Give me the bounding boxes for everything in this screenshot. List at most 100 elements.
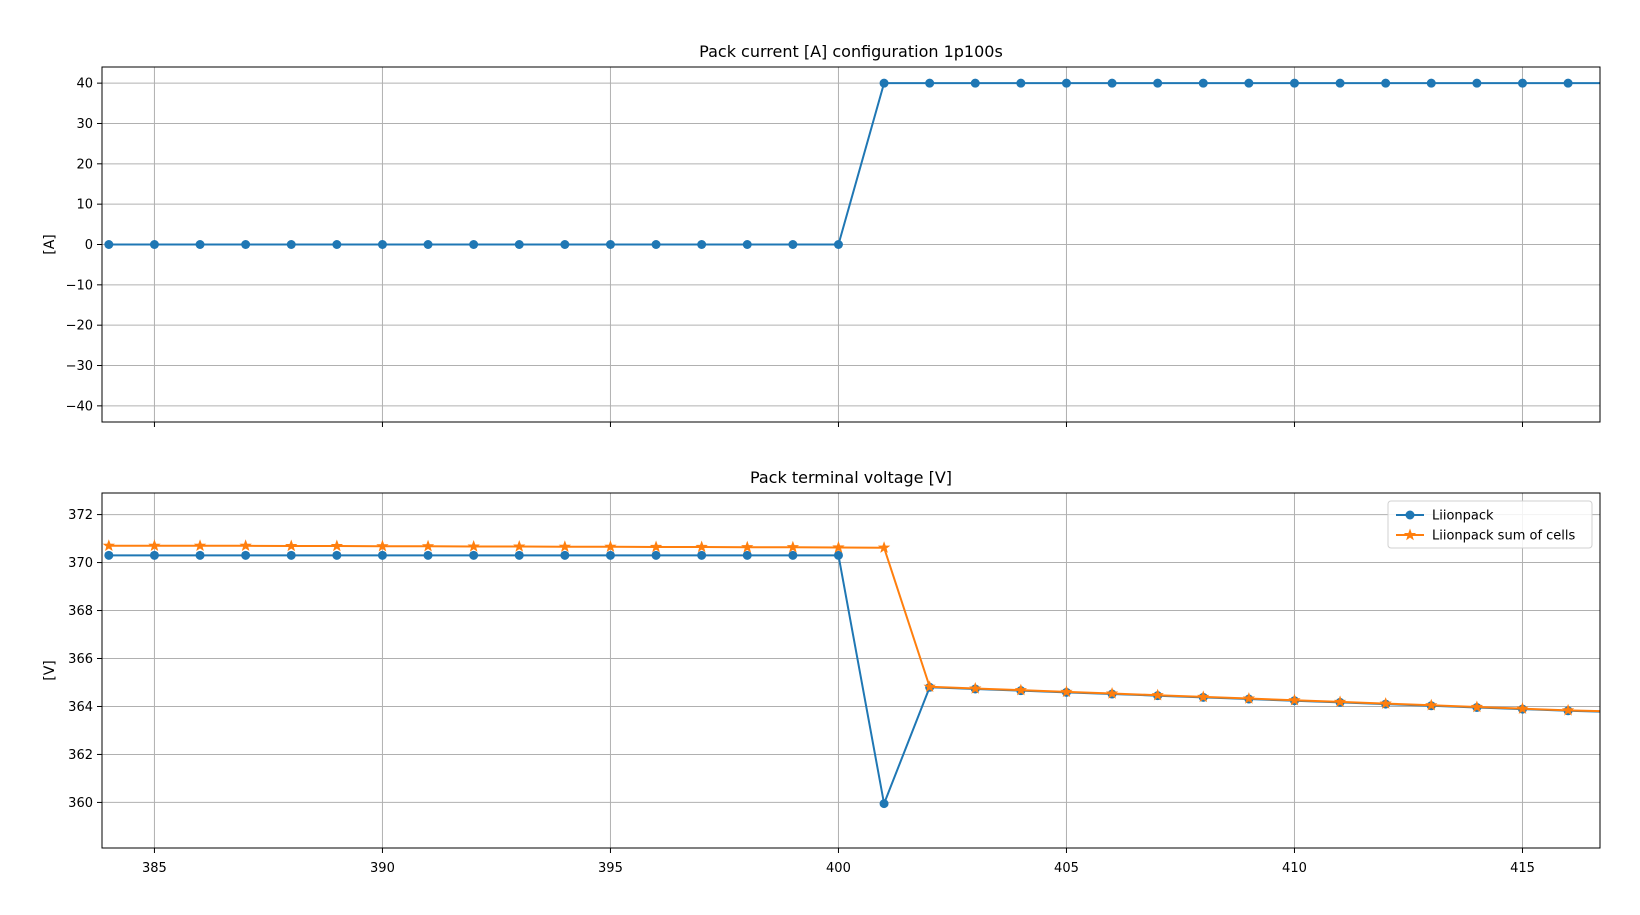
grid: [102, 493, 1600, 848]
data-point: [1333, 695, 1347, 708]
data-point: [423, 240, 433, 249]
data-point: [1289, 78, 1299, 88]
plot-area: [104, 78, 1618, 249]
data-point: [560, 240, 570, 249]
legend-item: Liionpack sum of cells: [1396, 529, 1576, 544]
y-tick-label: 364: [68, 700, 93, 715]
chart-title: Pack current [A] configuration 1p100s: [699, 42, 1003, 61]
data-point: [376, 539, 389, 552]
data-point: [788, 240, 798, 249]
data-point: [1244, 78, 1254, 88]
legend-swatch-marker: [1403, 528, 1417, 541]
data-point: [1016, 78, 1026, 88]
y-tick-label: 30: [76, 117, 93, 132]
voltage-panel: 385 390 395 400 405 410 415 360 362 364 366 368 370 3…: [42, 468, 1619, 876]
data-point: [1381, 78, 1391, 88]
data-point: [241, 550, 251, 560]
data-point: [833, 550, 843, 560]
data-point: [195, 240, 205, 249]
data-point: [514, 240, 524, 249]
axes-frame: [101, 492, 1601, 849]
data-point: [1107, 78, 1117, 88]
axes-frame: [101, 66, 1601, 423]
data-point: [832, 540, 845, 553]
data-point: [1609, 79, 1618, 88]
x-tick-label: 385: [142, 861, 167, 876]
series-0: [104, 78, 1618, 249]
data-point: [695, 540, 708, 553]
data-point: [786, 540, 800, 553]
legend-item: Liionpack: [1396, 509, 1494, 524]
data-point: [1470, 700, 1484, 713]
data-point: [149, 550, 159, 560]
data-point: [1517, 78, 1527, 88]
data-point: [332, 550, 342, 560]
data-point: [1061, 78, 1071, 88]
data-point: [651, 550, 661, 560]
data-point: [1608, 706, 1619, 716]
y-tick-label: 40: [76, 77, 93, 92]
data-point: [469, 550, 479, 560]
data-point: [560, 550, 570, 560]
data-point: [1426, 78, 1436, 88]
y-tick-label: 20: [76, 157, 93, 172]
data-point: [513, 540, 526, 552]
data-point: [241, 240, 251, 249]
data-point: [649, 540, 663, 553]
data-point: [423, 550, 433, 560]
legend-label: Liionpack sum of cells: [1432, 529, 1576, 544]
legend-label: Liionpack: [1432, 509, 1494, 524]
data-point: [104, 550, 114, 560]
data-point: [925, 78, 935, 88]
y-tick-label: 0: [85, 238, 93, 253]
y-tick-label: 370: [68, 556, 93, 571]
data-point: [467, 540, 480, 552]
data-point: [742, 240, 752, 249]
current-panel: −40 −30 −20 −10 0 10 20 30 40 Pack current [A] co…: [42, 42, 1618, 427]
y-axis-label: [A]: [42, 234, 58, 255]
data-point: [605, 550, 615, 560]
y-tick-label: −20: [66, 319, 93, 334]
data-point: [1151, 688, 1164, 701]
data-point: [1516, 702, 1529, 714]
data-point: [741, 540, 754, 553]
data-point: [788, 550, 798, 560]
data-point: [1472, 78, 1482, 88]
data-point: [833, 240, 843, 249]
series-line: [108, 82, 1600, 246]
data-point: [102, 539, 116, 552]
data-point: [195, 550, 205, 560]
data-point: [558, 540, 572, 552]
plot-area: [102, 539, 1619, 809]
data-point: [1425, 698, 1438, 711]
data-point: [923, 680, 936, 693]
data-point: [697, 240, 707, 249]
data-point: [1060, 685, 1073, 698]
data-point: [285, 539, 298, 552]
y-tick-label: −40: [66, 399, 93, 414]
y-tick-label: 360: [68, 796, 93, 811]
data-point: [1014, 683, 1028, 696]
x-tick-label: 400: [826, 861, 851, 876]
x-tick-label: 405: [1054, 861, 1079, 876]
y-tick-label: −10: [66, 278, 93, 293]
data-point: [286, 240, 296, 249]
data-point: [1153, 78, 1163, 88]
data-point: [969, 682, 982, 694]
y-tick-label: 10: [76, 198, 93, 213]
x-tick-label: 415: [1510, 861, 1535, 876]
data-point: [421, 539, 435, 552]
data-point: [1379, 697, 1392, 709]
data-point: [879, 799, 889, 809]
series-line: [108, 554, 1600, 805]
data-point: [1609, 707, 1618, 716]
y-tick-label: 368: [68, 604, 93, 619]
series-line: [108, 544, 1600, 713]
legend-box: [1387, 500, 1593, 549]
data-point: [377, 550, 387, 560]
data-point: [1242, 692, 1256, 704]
data-point: [1563, 78, 1573, 88]
data-point: [330, 539, 344, 552]
data-point: [1198, 78, 1208, 88]
